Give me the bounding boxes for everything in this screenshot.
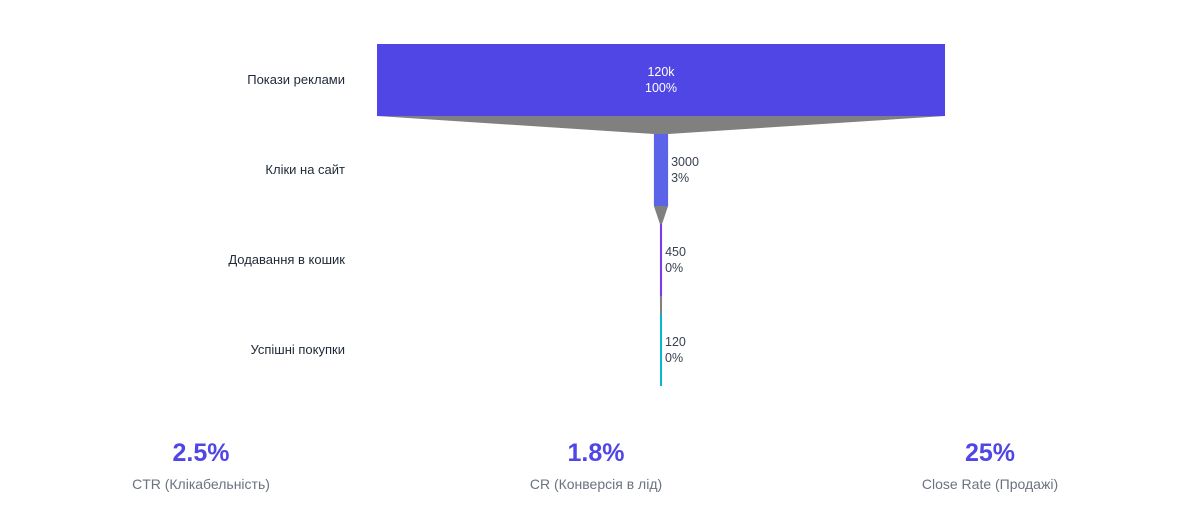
stage-label: Додавання в кошик [228,252,345,267]
metric-cr-value: 1.8% [567,439,625,467]
percent-label: 0% [665,351,683,365]
value-label: 120 [665,335,686,349]
stage-label: Успішні покупки [250,342,345,357]
value-label: 3000 [671,155,699,169]
value-label: 120k [647,65,675,79]
funnel-chart: Покази реклами 120k 100% Кліки на сайт 3000 3… [228,44,945,386]
metric-ctr: 2.5% CTR (Клікабельність) [51,436,351,494]
funnel-bar [660,314,662,386]
funnel-bars [377,44,945,386]
metric-ctr-value: 2.5% [172,439,230,467]
funnel-connector [659,296,663,314]
funnel-labels: Покази реклами 120k 100% Кліки на сайт 3000 3… [228,65,699,365]
funnel-bar [653,134,669,206]
percent-label: 0% [665,261,683,275]
metric-cr: 1.8% CR (Конверсія в лід) [446,436,746,494]
metric-close-rate-label: Close Rate (Продажі) [921,476,1059,492]
percent-label: 100% [645,81,677,95]
stage-label: Кліки на сайт [265,162,345,177]
funnel-connector [653,206,669,224]
funnel-connector [377,116,945,134]
metric-close-rate-value: 25% [964,439,1016,467]
funnel-bar [659,224,663,296]
metric-ctr-label: CTR (Клікабельність) [132,476,270,492]
funnel-bar [377,44,945,116]
metric-cr-label: CR (Конверсія в лід) [529,476,663,492]
stage-label: Покази реклами [247,72,345,87]
funnel-connectors [377,116,945,314]
percent-label: 3% [671,171,689,185]
metric-close-rate: 25% Close Rate (Продажі) [840,436,1140,494]
value-label: 450 [665,245,686,259]
metrics-row: 2.5% CTR (Клікабельність) 1.8% CR (Конве… [0,436,1192,506]
